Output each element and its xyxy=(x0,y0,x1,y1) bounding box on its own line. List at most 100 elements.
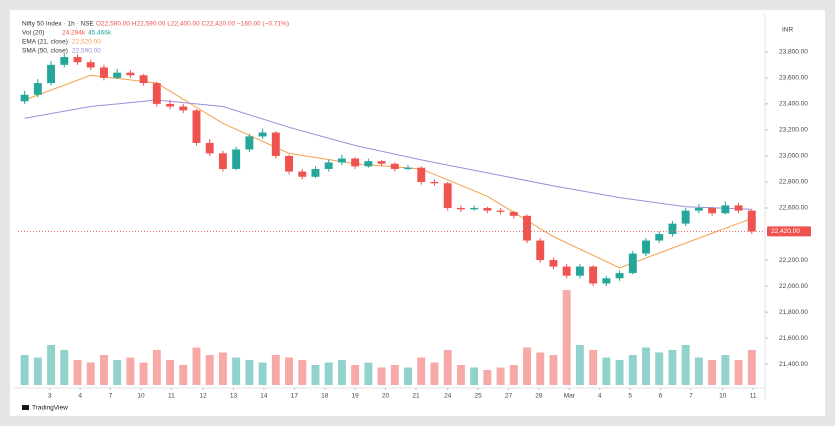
x-tick-label: 19 xyxy=(352,393,360,400)
volume-bar xyxy=(324,362,333,385)
candle-body xyxy=(681,210,690,224)
volume-bar xyxy=(192,347,201,385)
candle-body xyxy=(126,72,135,76)
y-tick-label: 22,000.00 xyxy=(779,283,808,290)
candle-body xyxy=(734,205,743,211)
candle-body xyxy=(470,208,479,210)
candle-body xyxy=(258,132,267,137)
candle-body xyxy=(417,167,426,182)
candle-body xyxy=(324,162,333,169)
y-tick-label: 23,200.00 xyxy=(779,127,808,134)
volume-bar xyxy=(694,357,703,385)
candle-body xyxy=(232,149,241,169)
candle-body xyxy=(139,75,148,84)
x-tick-label: 3 xyxy=(48,393,52,400)
y-tick-label: 22,200.00 xyxy=(779,257,808,264)
volume-bar xyxy=(628,355,637,385)
y-tick-label: 21,400.00 xyxy=(779,361,808,368)
candle-body xyxy=(456,208,465,210)
x-tick-label: 25 xyxy=(474,393,482,400)
candle-body xyxy=(192,110,201,143)
volume-bar xyxy=(575,345,584,385)
candle-body xyxy=(179,106,188,111)
volume-bar xyxy=(549,355,558,385)
volume-bar xyxy=(523,347,531,385)
last-price-label: 22,420.00 xyxy=(771,228,800,235)
y-tick-label: 23,400.00 xyxy=(779,101,808,108)
volume-bar xyxy=(337,360,346,385)
candle-body xyxy=(298,171,307,177)
candle-body xyxy=(205,142,214,154)
volume-bar xyxy=(60,350,69,385)
candle-body xyxy=(364,161,373,167)
candle-body xyxy=(47,64,56,84)
volume-bar xyxy=(496,367,505,385)
x-tick-label: 17 xyxy=(291,393,299,400)
candle-body xyxy=(443,183,452,209)
legend-ema: EMA (21, close) xyxy=(22,39,68,46)
candle-body xyxy=(99,67,108,78)
volume-bar xyxy=(311,365,320,385)
candle-body xyxy=(430,181,439,184)
x-tick-label: 10 xyxy=(137,393,145,400)
candle-body xyxy=(337,158,346,163)
candle-body xyxy=(483,208,492,211)
x-tick-label: 7 xyxy=(689,393,693,400)
volume-bar xyxy=(470,367,479,385)
y-tick-label: 22,600.00 xyxy=(779,205,808,212)
volume-bar xyxy=(298,360,307,385)
volume-bar xyxy=(33,357,42,385)
panel xyxy=(10,10,825,416)
volume-bar xyxy=(589,350,598,385)
volume-bar xyxy=(232,357,241,385)
volume-bar xyxy=(390,365,399,385)
volume-bar xyxy=(681,345,690,385)
volume-bar xyxy=(271,355,280,385)
volume-bar xyxy=(166,360,175,385)
candle-body xyxy=(86,62,95,68)
volume-bar xyxy=(417,357,426,385)
x-tick-label: 27 xyxy=(505,393,513,400)
x-tick-label: 28 xyxy=(535,393,543,400)
candle-body xyxy=(668,223,677,235)
candle-body xyxy=(404,167,412,169)
volume-bar xyxy=(404,367,412,385)
candle-body xyxy=(536,240,545,261)
legend-ohlc: O22,580.00 H22,590.00 L22,400.00 C22,420… xyxy=(96,21,289,28)
candle-body xyxy=(708,208,717,214)
candle-body xyxy=(285,155,294,172)
x-tick-label: 4 xyxy=(78,393,82,400)
x-tick-label: 13 xyxy=(230,393,238,400)
volume-bar xyxy=(73,360,82,385)
brand-text: TradingView xyxy=(32,405,68,412)
x-tick-label: 11 xyxy=(750,393,757,400)
volume-bar xyxy=(430,362,439,385)
volume-bar xyxy=(152,350,161,385)
volume-bar xyxy=(562,290,571,385)
candle-body xyxy=(113,72,122,78)
legend-sma: SMA (50, close) xyxy=(22,48,68,55)
volume-bar xyxy=(483,370,492,385)
x-tick-label: 20 xyxy=(382,393,390,400)
volume-bar xyxy=(509,365,518,385)
volume-bar xyxy=(179,365,188,385)
volume-bar xyxy=(126,357,135,385)
volume-bar xyxy=(86,362,95,385)
legend-vol: Vol (20) xyxy=(22,30,44,37)
candle-body xyxy=(311,168,320,177)
volume-bar xyxy=(377,367,386,385)
x-tick-label: Mar xyxy=(564,393,576,400)
volume-bar xyxy=(113,360,122,385)
candle-body xyxy=(390,163,399,169)
last-price-box xyxy=(767,226,811,237)
indicator-line xyxy=(24,99,752,210)
volume-bar xyxy=(668,350,677,385)
volume-bar xyxy=(721,355,730,385)
legend-vol-avg: 45.466k xyxy=(88,30,112,37)
x-tick-label: 5 xyxy=(628,393,632,400)
y-tick-label: 23,800.00 xyxy=(779,49,808,56)
candle-body xyxy=(549,260,558,267)
candle-body xyxy=(218,153,227,169)
brand: TradingView xyxy=(22,405,68,412)
